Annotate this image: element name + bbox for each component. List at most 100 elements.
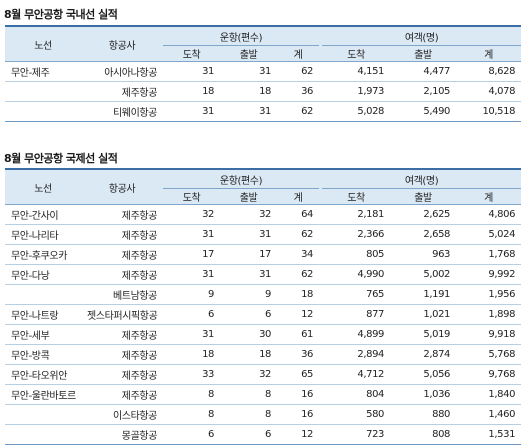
table-row: 무안-울란바토르 제주항공 8 8 16 804 1,036 1,840 xyxy=(5,384,522,405)
table-row: 무안-세부 제주항공 31 30 61 4,899 5,019 9,918 xyxy=(5,324,522,345)
table-row: 무안-간사이 제주항공 32 32 64 2,181 2,625 4,806 xyxy=(5,204,522,225)
passengers-total-cell: 10,518 xyxy=(482,106,516,117)
airline-cell: 몽골항공 xyxy=(121,431,158,442)
flights-arrive-cell: 31 xyxy=(202,106,214,117)
passengers-arrive-cell: 877 xyxy=(366,309,385,320)
passengers-depart-cell: 963 xyxy=(432,249,451,260)
flights-depart-cell: 18 xyxy=(259,349,271,360)
table-row: 이스타항공 8 8 16 580 880 1,460 xyxy=(5,404,522,425)
airline-cell: 제주항공 xyxy=(121,351,158,362)
passengers-total-cell: 5,024 xyxy=(488,229,516,240)
flights-depart-cell: 8 xyxy=(265,389,271,400)
airline-cell: 제주항공 xyxy=(121,371,158,382)
flights-depart-cell: 18 xyxy=(259,86,271,97)
domestic-table: 노선 항공사 운항(편수) 여객(명) 도착 출발 계 도착 출발 계 무안-제… xyxy=(5,25,522,122)
passengers-depart-cell: 4,477 xyxy=(423,66,451,77)
passengers-arrive-cell: 4,990 xyxy=(357,269,385,280)
passengers-arrive-cell: 2,366 xyxy=(357,229,385,240)
flights-arrive-cell: 31 xyxy=(202,66,214,77)
passengers-total-cell: 1,460 xyxy=(488,409,516,420)
airline-header: 항공사 xyxy=(81,26,163,62)
flights-arrive-cell: 18 xyxy=(202,86,214,97)
table-row: 제주항공 18 18 36 1,973 2,105 4,078 xyxy=(5,81,522,102)
route-cell xyxy=(5,285,81,305)
flights-arrive-cell: 17 xyxy=(202,249,214,260)
passengers-depart-header: 출발 xyxy=(390,188,457,205)
flights-depart-cell: 32 xyxy=(259,209,271,220)
passengers-arrive-cell: 804 xyxy=(366,389,385,400)
passengers-total-cell: 9,918 xyxy=(488,329,516,340)
international-title: 8월 무안공항 국제선 실적 xyxy=(4,152,118,165)
passengers-total-cell: 8,628 xyxy=(488,66,516,77)
route-cell xyxy=(5,82,81,102)
flights-depart-cell: 6 xyxy=(265,429,271,440)
route-cell: 무안-방콕 xyxy=(11,351,50,362)
route-cell: 무안-울란바토르 xyxy=(11,391,76,402)
airline-cell: 제주항공 xyxy=(121,251,158,262)
passengers-depart-cell: 2,625 xyxy=(423,209,451,220)
table-row: 무안-타오위안 제주항공 33 32 65 4,712 5,056 9,768 xyxy=(5,364,522,385)
passengers-total-cell: 1,956 xyxy=(488,289,516,300)
passengers-total-cell: 1,898 xyxy=(488,309,516,320)
airline-cell: 아시아나항공 xyxy=(104,68,157,79)
airline-cell: 이스타항공 xyxy=(112,411,157,422)
passengers-depart-header: 출발 xyxy=(390,45,457,62)
flights-total-cell: 16 xyxy=(301,409,314,420)
airline-cell: 제주항공 xyxy=(121,88,158,99)
airline-cell: 제주항공 xyxy=(121,211,158,222)
airline-cell: 제주항공 xyxy=(121,391,158,402)
passengers-depart-cell: 880 xyxy=(432,409,451,420)
flights-total-cell: 12 xyxy=(301,309,314,320)
passengers-arrive-cell: 2,181 xyxy=(357,209,385,220)
flights-depart-cell: 31 xyxy=(259,66,271,77)
route-cell: 무안-타오위안 xyxy=(11,371,68,382)
passengers-arrive-cell: 1,973 xyxy=(357,86,385,97)
passengers-total-cell: 9,768 xyxy=(488,369,516,380)
route-cell: 무안-제주 xyxy=(11,68,50,79)
flights-total-cell: 36 xyxy=(301,86,314,97)
route-cell: 무안-나트랑 xyxy=(11,311,59,322)
passengers-depart-cell: 5,019 xyxy=(423,329,451,340)
passengers-depart-cell: 1,191 xyxy=(423,289,451,300)
domestic-title: 8월 무안공항 국내선 실적 xyxy=(4,8,118,21)
passengers-arrive-cell: 4,712 xyxy=(357,369,385,380)
flights-depart-cell: 31 xyxy=(259,269,271,280)
passengers-arrive-cell: 805 xyxy=(366,249,385,260)
passengers-depart-cell: 2,874 xyxy=(423,349,451,360)
airline-cell: 제주항공 xyxy=(121,331,158,342)
airline-cell: 베트남항공 xyxy=(112,291,157,302)
flights-total-cell: 62 xyxy=(301,106,314,117)
flights-total-cell: 62 xyxy=(301,229,314,240)
route-cell: 무안-간사이 xyxy=(11,211,59,222)
passengers-total-cell: 1,531 xyxy=(488,429,516,440)
flights-total-cell: 62 xyxy=(301,66,314,77)
passengers-total-cell: 5,768 xyxy=(488,349,516,360)
flights-depart-cell: 8 xyxy=(265,409,271,420)
table-row: 베트남항공 9 9 18 765 1,191 1,956 xyxy=(5,284,522,305)
table-row: 몽골항공 6 6 12 723 808 1,531 xyxy=(5,424,522,445)
flights-total-cell: 16 xyxy=(301,389,314,400)
flights-arrive-cell: 33 xyxy=(202,369,214,380)
passengers-depart-cell: 2,105 xyxy=(423,86,451,97)
table-row: 무안-제주 아시아나항공 31 31 62 4,151 4,477 8,628 xyxy=(5,61,522,82)
passengers-arrive-cell: 4,899 xyxy=(357,329,385,340)
international-table: 노선 항공사 운항(편수) 여객(명) 도착 출발 계 도착 출발 계 무안-간… xyxy=(5,168,522,445)
flights-arrive-cell: 9 xyxy=(208,289,214,300)
table-row: 무안-다낭 제주항공 31 31 62 4,990 5,002 9,992 xyxy=(5,264,522,285)
passengers-depart-cell: 5,490 xyxy=(423,106,451,117)
flights-depart-cell: 30 xyxy=(259,329,271,340)
passengers-total-cell: 1,840 xyxy=(488,389,516,400)
flights-depart-cell: 17 xyxy=(259,249,271,260)
flights-arrive-cell: 31 xyxy=(202,329,214,340)
route-cell: 무안-세부 xyxy=(11,331,50,342)
passengers-total-cell: 1,768 xyxy=(488,249,516,260)
route-header: 노선 xyxy=(5,169,81,205)
flights-arrive-header: 도착 xyxy=(163,188,220,205)
route-cell xyxy=(5,405,81,425)
flights-arrive-cell: 32 xyxy=(202,209,214,220)
route-header: 노선 xyxy=(5,26,81,62)
flights-group-header: 운항(편수) xyxy=(163,26,320,46)
flights-group-header: 운항(편수) xyxy=(163,169,320,189)
flights-total-cell: 62 xyxy=(301,269,314,280)
passengers-depart-cell: 1,036 xyxy=(423,389,451,400)
